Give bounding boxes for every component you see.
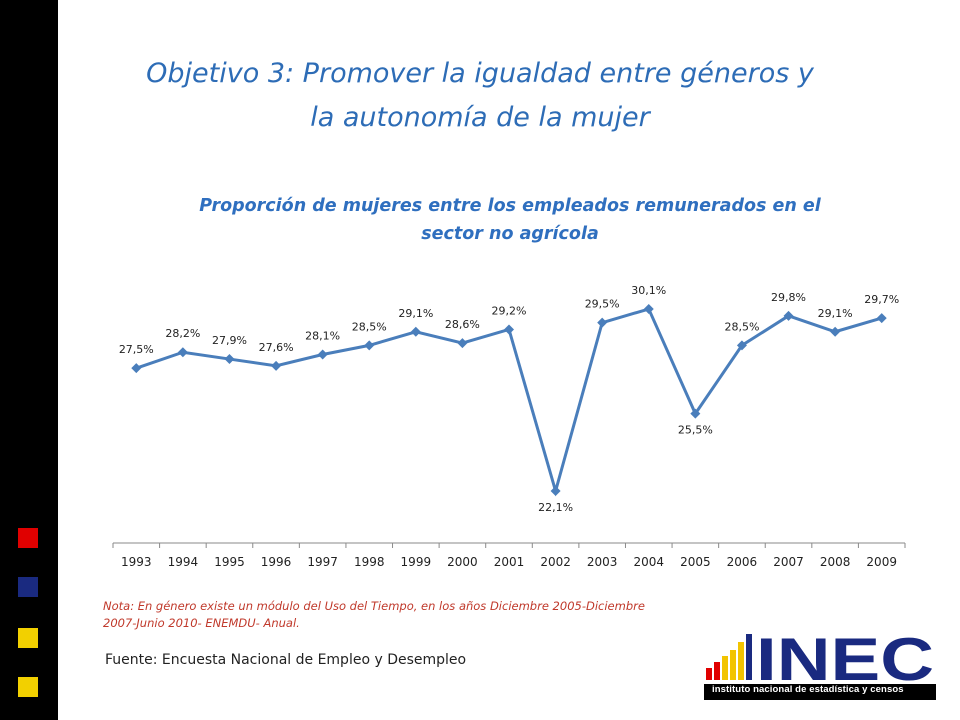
slide-title: Objetivo 3: Promover la igualdad entre g… <box>100 52 860 140</box>
x-tick-label: 1996 <box>261 555 292 569</box>
data-label: 22,1% <box>538 501 573 514</box>
x-tick-label: 2000 <box>447 555 478 569</box>
data-point-marker <box>364 340 375 351</box>
data-point-marker <box>177 347 188 358</box>
x-tick-label: 1998 <box>354 555 385 569</box>
data-label: 30,1% <box>631 284 666 297</box>
data-label: 28,5% <box>352 320 387 333</box>
data-point-marker <box>690 408 701 419</box>
x-tick-label: 2006 <box>727 555 758 569</box>
note-line1: Nota: En género existe un módulo del Uso… <box>103 599 645 613</box>
data-point-marker <box>410 326 421 337</box>
data-label: 28,1% <box>305 330 340 343</box>
chart-title: Proporción de mujeres entre los empleado… <box>170 192 850 248</box>
note-text: Nota: En género existe un módulo del Uso… <box>103 598 723 632</box>
inec-logo: INEC <box>704 626 936 700</box>
data-label: 28,6% <box>445 318 480 331</box>
series-line <box>135 307 883 497</box>
data-point-marker <box>597 317 608 328</box>
note-line2: 2007-Junio 2010- ENEMDU- Anual. <box>103 616 300 630</box>
logo-bars-icon <box>706 634 752 680</box>
data-point-marker <box>736 340 747 351</box>
x-tick-label: 2008 <box>820 555 851 569</box>
data-label: 28,5% <box>724 320 759 333</box>
slide-title-line2: la autonomía de la mujer <box>310 102 650 133</box>
red-square <box>18 528 38 548</box>
data-point-marker <box>317 349 328 360</box>
data-point-marker <box>783 310 794 321</box>
data-point-marker <box>457 338 468 349</box>
data-label: 29,5% <box>585 298 620 311</box>
data-point-marker <box>504 324 514 335</box>
data-point-marker <box>643 304 654 314</box>
chart-title-line2: sector no agrícola <box>421 224 599 244</box>
data-label: 29,2% <box>492 304 527 317</box>
chart-title-line1: Proporción de mujeres entre los empleado… <box>199 196 821 216</box>
logo-text: INEC <box>756 626 934 693</box>
data-label: 27,6% <box>259 341 294 354</box>
data-point-marker <box>131 363 142 374</box>
x-tick-label: 1997 <box>307 555 338 569</box>
navy-square <box>18 577 38 597</box>
x-tick-label: 2005 <box>680 555 711 569</box>
data-label: 25,5% <box>678 424 713 437</box>
logo-caption: instituto nacional de estadística y cens… <box>712 684 904 695</box>
data-point-marker <box>271 360 282 371</box>
x-tick-label: 1995 <box>214 555 245 569</box>
slide-title-line1: Objetivo 3: Promover la igualdad entre g… <box>146 58 814 89</box>
left-decorative-bar <box>0 0 58 720</box>
x-tick-label: 2001 <box>494 555 525 569</box>
data-label: 29,1% <box>818 307 853 320</box>
x-tick-label: 2002 <box>540 555 571 569</box>
source-text: Fuente: Encuesta Nacional de Empleo y De… <box>105 652 467 668</box>
data-point-marker <box>876 313 887 324</box>
data-label: 27,5% <box>119 343 154 356</box>
x-tick-label: 1999 <box>401 555 432 569</box>
x-tick-label: 1994 <box>168 555 199 569</box>
x-tick-label: 2004 <box>633 555 664 569</box>
yellow-square <box>18 677 38 697</box>
x-tick-label: 2007 <box>773 555 804 569</box>
data-label: 29,1% <box>398 307 433 320</box>
x-tick-label: 2003 <box>587 555 618 569</box>
x-tick-label: 2009 <box>866 555 897 569</box>
data-label: 28,2% <box>165 327 200 340</box>
data-point-marker <box>830 326 841 337</box>
x-tick-label: 1993 <box>121 555 152 569</box>
yellow-square <box>18 628 38 648</box>
data-point-marker <box>550 486 561 496</box>
data-point-marker <box>224 354 235 365</box>
data-label: 27,9% <box>212 334 247 347</box>
data-label: 29,7% <box>864 293 899 306</box>
data-label: 29,8% <box>771 291 806 304</box>
